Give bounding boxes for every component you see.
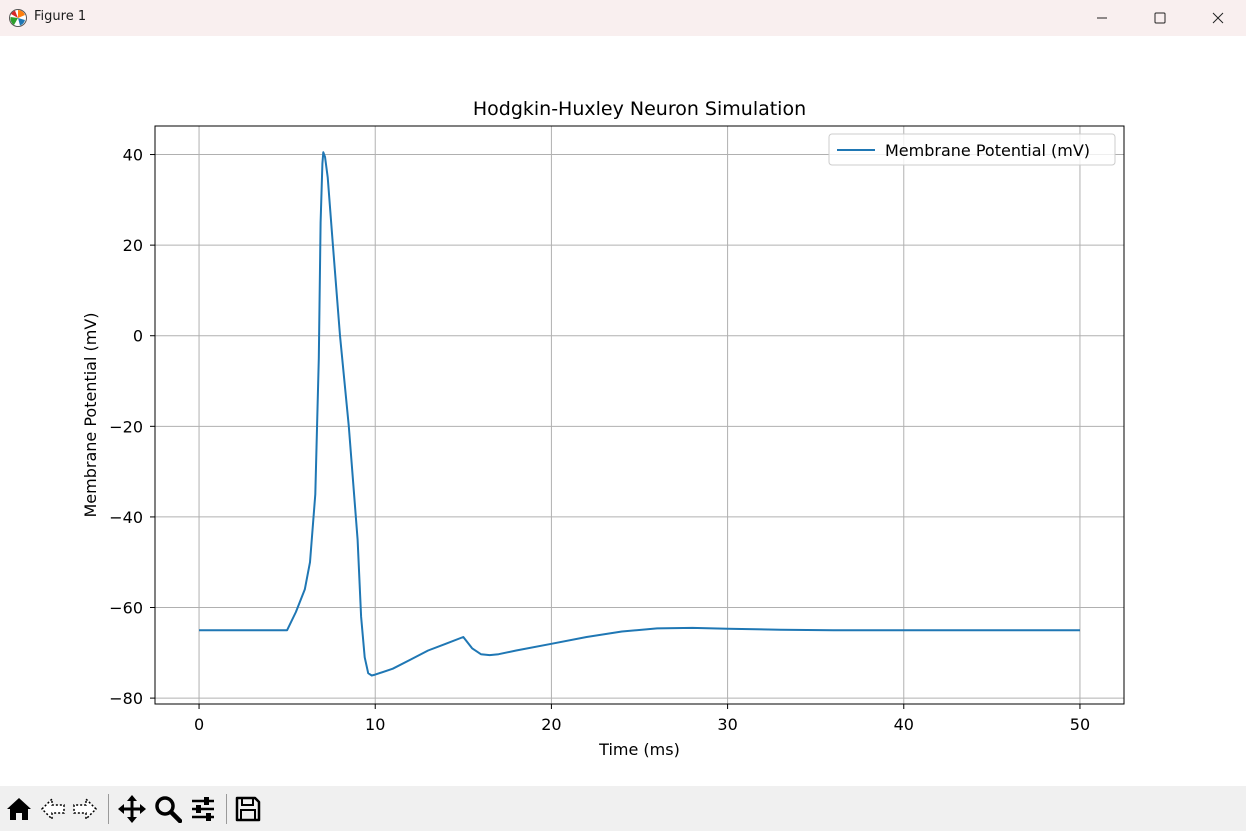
configure-subplots-icon [192, 797, 214, 821]
x-tick-label: 40 [894, 715, 914, 734]
y-tick-label: −20 [109, 417, 143, 436]
zoom-button[interactable] [152, 793, 184, 825]
axes-frame [154, 125, 1125, 705]
close-button[interactable] [1189, 0, 1246, 36]
close-icon [1212, 12, 1224, 24]
minimize-icon [1097, 17, 1107, 19]
x-tick-label: 50 [1070, 715, 1090, 734]
save-button[interactable] [232, 793, 264, 825]
grid-lines [155, 126, 1124, 704]
pan-icon [118, 795, 146, 823]
x-tick-label: 0 [194, 715, 204, 734]
x-tick-label: 20 [541, 715, 561, 734]
matplotlib-app-icon [9, 9, 27, 27]
save-icon [235, 796, 261, 822]
plot-svg: 0 10 20 30 40 50 −80 −60 −40 −20 0 20 40 Hodgkin-Hux… [81, 98, 1125, 759]
figure-canvas[interactable]: 0 10 20 30 40 50 −80 −60 −40 −20 0 20 40 Hodgkin-Hux… [0, 36, 1246, 786]
minimize-button[interactable] [1073, 0, 1131, 36]
navigation-toolbar [0, 786, 1246, 831]
zoom-icon [155, 796, 182, 823]
chart-title: Hodgkin-Huxley Neuron Simulation [473, 98, 806, 120]
pan-button[interactable] [116, 793, 148, 825]
maximize-button[interactable] [1131, 0, 1189, 36]
forward-icon [73, 797, 98, 821]
y-tick-label: 20 [123, 236, 143, 255]
y-axis-label: Membrane Potential (mV) [81, 312, 100, 517]
y-tick-label: −40 [109, 508, 143, 527]
window-title: Figure 1 [34, 9, 87, 24]
back-button[interactable] [37, 793, 69, 825]
toolbar-separator [108, 794, 109, 824]
back-icon [40, 797, 65, 821]
x-tick-label: 10 [365, 715, 385, 734]
toolbar-separator [226, 794, 227, 824]
maximize-icon [1154, 12, 1166, 24]
forward-button[interactable] [69, 793, 101, 825]
legend-label: Membrane Potential (mV) [885, 141, 1090, 160]
window-titlebar: Figure 1 [0, 0, 1246, 36]
x-axis-label: Time (ms) [598, 740, 680, 759]
home-button[interactable] [3, 793, 35, 825]
legend-box [828, 133, 1116, 166]
y-tick-label: −80 [109, 689, 143, 708]
configure-subplots-button[interactable] [187, 793, 219, 825]
membrane-potential-line [199, 151, 1080, 677]
legend: Membrane Potential (mV) [828, 133, 1116, 166]
y-tick-label: 40 [123, 146, 143, 165]
home-icon [7, 798, 31, 820]
x-tick-label: 30 [717, 715, 737, 734]
y-tick-label: −60 [109, 599, 143, 618]
y-tick-label: 0 [133, 327, 143, 346]
axis-ticks: 0 10 20 30 40 50 −80 −60 −40 −20 0 20 40 [109, 146, 1090, 734]
